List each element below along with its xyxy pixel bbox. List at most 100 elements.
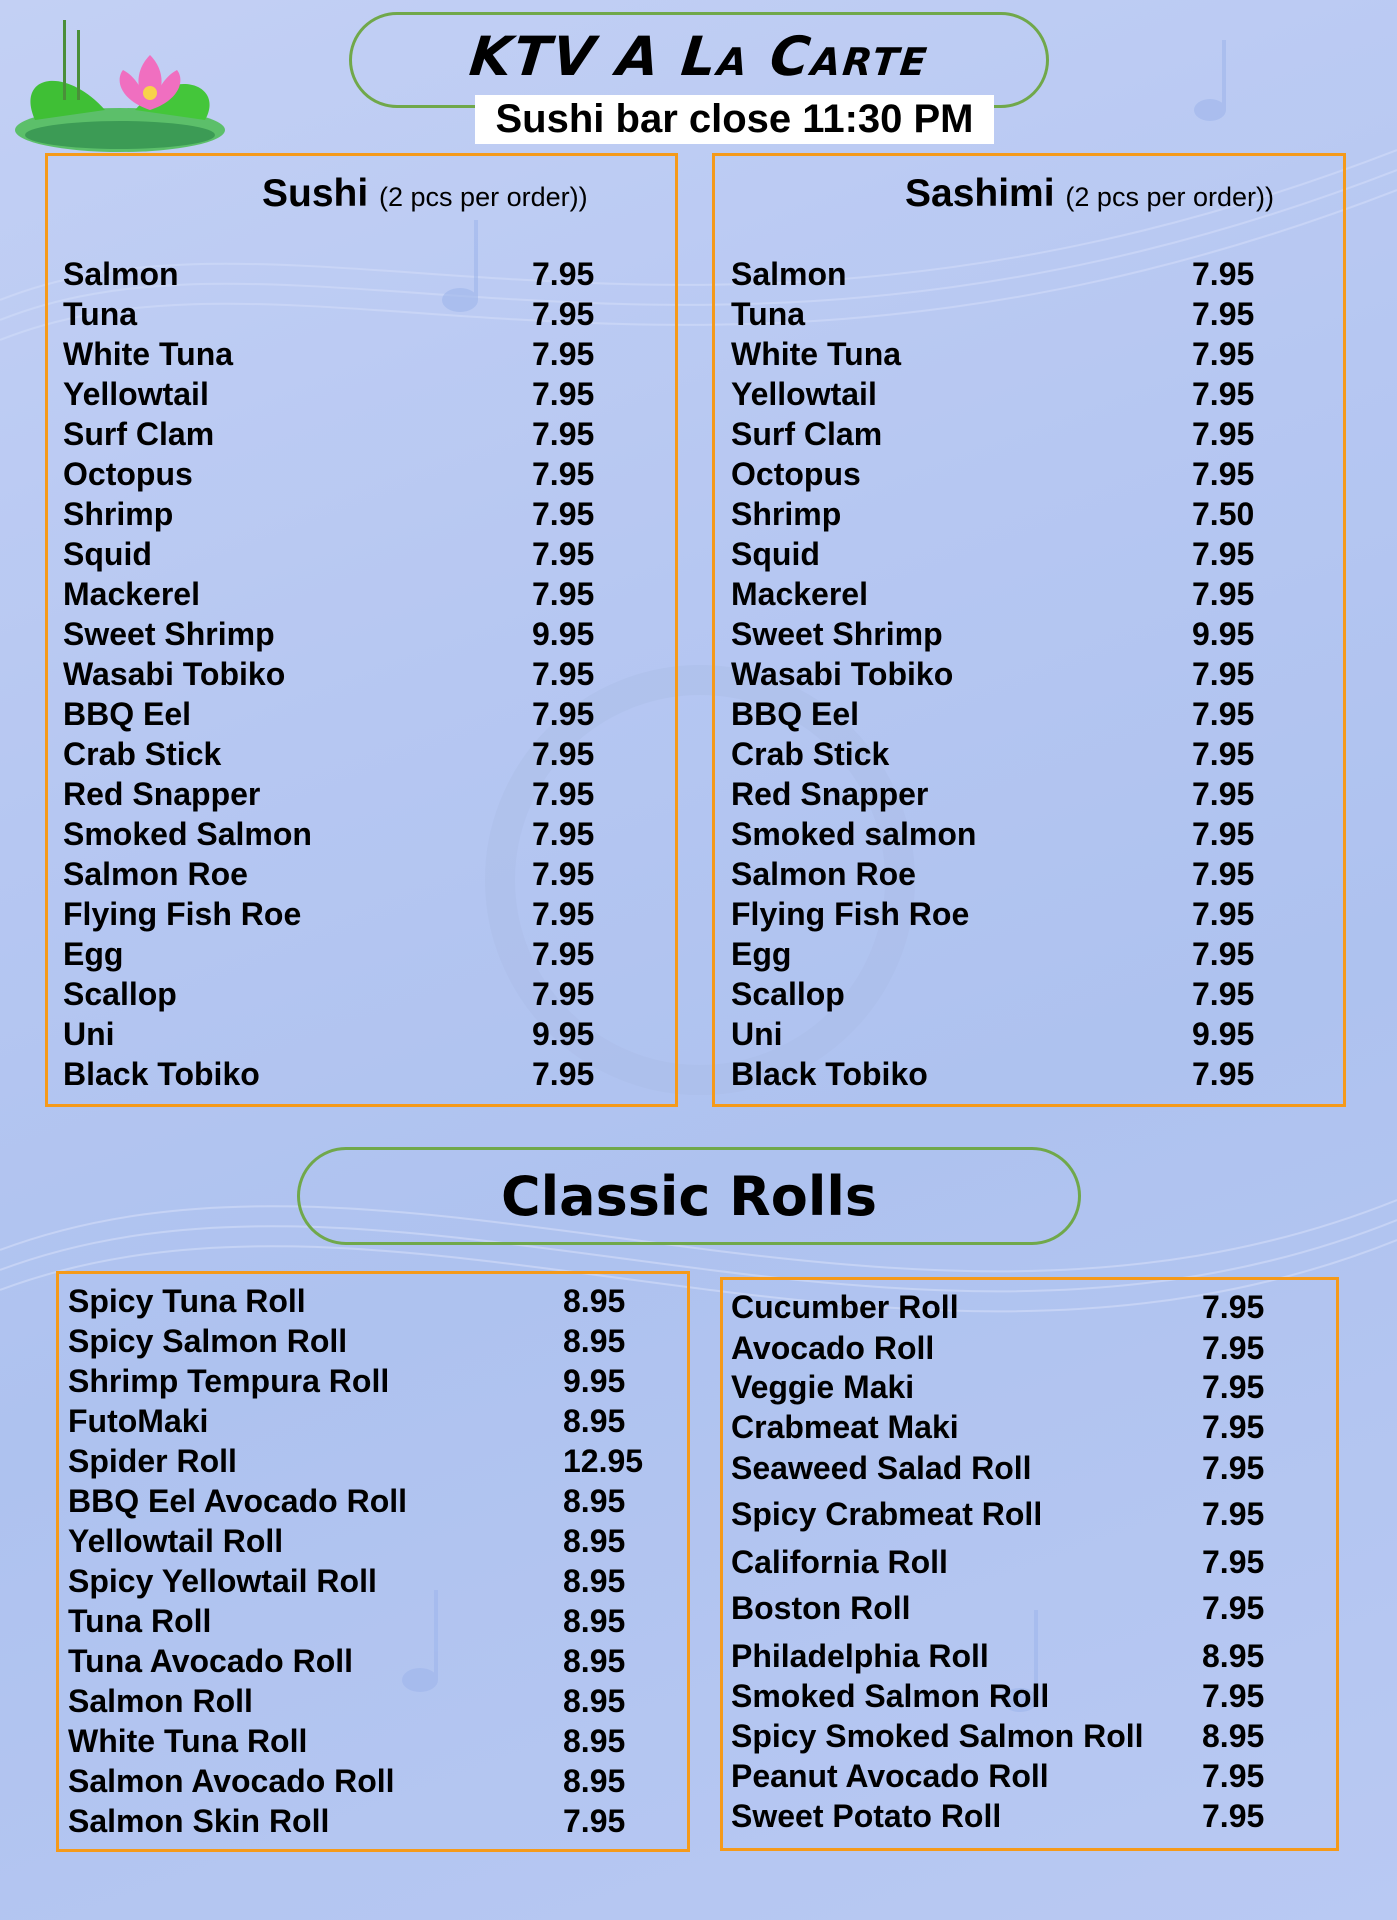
page-title: KTV A La Carte [466,24,933,88]
menu-item-name: Tuna [731,296,806,332]
sushi-section [45,153,678,1107]
menu-item-price: 7.95 [1192,376,1255,412]
menu-item-name: Red Snapper [731,776,929,812]
menu-item-price: 7.95 [1202,1289,1265,1325]
menu-item-name: Sweet Potato Roll [731,1798,1002,1834]
menu-item-price: 7.95 [1192,1056,1255,1092]
menu-item-price: 7.95 [532,856,595,892]
menu-item-name: Octopus [63,456,193,492]
menu-item-price: 8.95 [563,1723,626,1759]
sashimi-note: (2 pcs per order)) [1065,182,1274,212]
menu-item-price: 7.95 [532,896,595,932]
menu-item-price: 8.95 [563,1323,626,1359]
menu-item-price: 8.95 [563,1683,626,1719]
classic-rolls-heading: Classic Rolls [500,1164,878,1228]
menu-item-name: Crab Stick [731,736,890,772]
menu-item-name: Yellowtail [731,376,877,412]
menu-item-price: 8.95 [563,1403,626,1439]
menu-item-name: Crabmeat Maki [731,1409,959,1445]
menu-item-price: 7.95 [532,416,595,452]
menu-item-name: Tuna [63,296,138,332]
sushi-note: (2 pcs per order)) [379,182,588,212]
menu-item-price: 7.95 [1192,256,1255,292]
menu-item-name: Octopus [731,456,861,492]
menu-item-name: Veggie Maki [731,1369,915,1405]
menu-item-name: Squid [63,536,152,572]
menu-item-price: 8.95 [563,1763,626,1799]
menu-item-name: Smoked salmon [731,816,977,852]
menu-item-name: Smoked Salmon Roll [731,1678,1050,1714]
menu-item-price: 7.95 [1192,336,1255,372]
menu-item-name: Spicy Smoked Salmon Roll [731,1718,1144,1754]
menu-item-name: Sweet Shrimp [731,616,943,652]
menu-item-name: BBQ Eel [63,696,192,732]
menu-item-name: Flying Fish Roe [63,896,302,932]
menu-item-price: 7.95 [532,696,595,732]
menu-item-name: Scallop [731,976,845,1012]
menu-item-name: Peanut Avocado Roll [731,1758,1049,1794]
menu-item-name: Philadelphia Roll [731,1638,989,1674]
menu-item-price: 7.95 [1192,816,1255,852]
menu-item-name: Shrimp [63,496,174,532]
menu-item-name: Red Snapper [63,776,261,812]
menu-item-price: 7.95 [532,976,595,1012]
menu-item-name: Black Tobiko [731,1056,928,1092]
menu-item-name: White Tuna Roll [68,1723,308,1759]
menu-item-price: 9.95 [563,1363,626,1399]
menu-item-price: 8.95 [563,1283,626,1319]
menu-item-name: Wasabi Tobiko [63,656,286,692]
menu-item-price: 8.95 [563,1523,626,1559]
menu-item-name: Uni [731,1016,783,1052]
menu-item-name: Mackerel [63,576,200,612]
menu-item-price: 7.95 [1192,416,1255,452]
menu-item-name: Salmon Skin Roll [68,1803,330,1839]
menu-item-name: Egg [731,936,792,972]
menu-item-name: Tuna Roll [68,1603,212,1639]
menu-item-price: 7.95 [532,1056,595,1092]
menu-item-name: Crab Stick [63,736,222,772]
menu-item-name: Salmon Roe [731,856,916,892]
menu-item-price: 7.95 [532,496,595,532]
menu-item-price: 7.95 [1202,1590,1265,1626]
menu-item-name: Egg [63,936,124,972]
menu-item-name: Sweet Shrimp [63,616,275,652]
rolls-right-section [720,1277,1339,1851]
menu-item-name: Salmon [731,256,847,292]
menu-item-name: Avocado Roll [731,1330,935,1366]
menu-item-price: 9.95 [1192,616,1255,652]
menu-item-price: 7.95 [532,816,595,852]
menu-item-name: Scallop [63,976,177,1012]
closing-time-notice: Sushi bar close 11:30 PM [475,95,994,144]
menu-item-price: 7.95 [1192,536,1255,572]
menu-item-price: 7.95 [1192,296,1255,332]
menu-item-price: 7.95 [1192,776,1255,812]
menu-item-price: 7.95 [1192,736,1255,772]
menu-item-price: 7.95 [1202,1678,1265,1714]
menu-item-price: 8.95 [563,1643,626,1679]
menu-item-name: Yellowtail Roll [68,1523,284,1559]
menu-item-price: 7.95 [1202,1409,1265,1445]
menu-item-price: 8.95 [563,1603,626,1639]
menu-item-name: Salmon Avocado Roll [68,1763,395,1799]
menu-item-price: 7.95 [532,776,595,812]
menu-item-name: California Roll [731,1544,948,1580]
menu-item-name: Shrimp Tempura Roll [68,1363,390,1399]
menu-item-price: 7.95 [1192,976,1255,1012]
classic-rolls-banner [297,1147,1081,1245]
menu-item-price: 7.95 [1192,896,1255,932]
menu-item-price: 8.95 [563,1483,626,1519]
menu-item-name: Flying Fish Roe [731,896,970,932]
menu-item-name: Surf Clam [731,416,883,452]
menu-item-name: Cucumber Roll [731,1289,959,1325]
menu-item-name: Shrimp [731,496,842,532]
menu-item-price: 7.95 [1192,576,1255,612]
menu-item-price: 7.95 [1202,1496,1265,1532]
menu-item-price: 7.95 [532,736,595,772]
menu-item-price: 9.95 [532,1016,595,1052]
menu-item-name: Salmon [63,256,179,292]
menu-item-price: 7.95 [1202,1758,1265,1794]
lotus-logo [15,20,225,152]
menu-item-price: 8.95 [563,1563,626,1599]
menu-item-price: 7.95 [532,296,595,332]
menu-item-name: BBQ Eel [731,696,860,732]
